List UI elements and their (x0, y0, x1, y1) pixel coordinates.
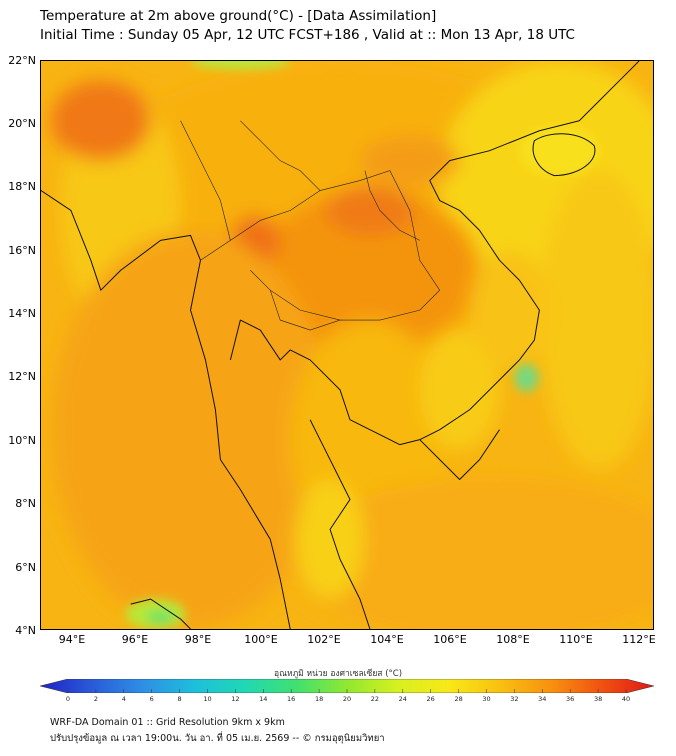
lon-label: 100°E (244, 633, 278, 646)
coastlines (41, 61, 640, 629)
colorbar-tick-label: 14 (259, 695, 268, 703)
colorbar-tick-label: 10 (203, 695, 212, 703)
lat-label: 20°N (8, 117, 36, 130)
map-panel[interactable] (40, 60, 654, 630)
colorbar-tick-label: 36 (566, 695, 575, 703)
chart-title: Temperature at 2m above ground(°C) - [Da… (40, 8, 437, 24)
lat-label: 16°N (8, 244, 36, 257)
colorbar-tick-label: 16 (287, 695, 296, 703)
lat-label: 6°N (15, 561, 36, 574)
borders (180, 120, 441, 331)
colorbar-tick-label: 20 (342, 695, 352, 703)
lon-label: 94°E (58, 633, 86, 646)
chart-subtitle: Initial Time : Sunday 05 Apr, 12 UTC FCS… (40, 27, 575, 43)
temperature-map (41, 61, 653, 629)
colorbar-tick-label: 6 (149, 695, 154, 703)
cool-spots (125, 61, 600, 629)
colorbar-bar (40, 679, 654, 693)
temperature-field (50, 61, 653, 629)
colorbar-tick-label: 18 (314, 695, 324, 703)
colorbar-tick-label: 32 (510, 695, 519, 703)
colorbar-tick-label: 34 (538, 695, 547, 703)
lon-label: 106°E (433, 633, 467, 646)
colorbar (40, 679, 654, 693)
footer-update-info: ปรับปรุงข้อมูล ณ เวลา 19:00น. วัน อา. ที… (50, 733, 385, 744)
lat-label: 4°N (15, 624, 36, 637)
lat-label: 10°N (8, 434, 36, 447)
colorbar-tick-label: 8 (177, 695, 182, 703)
lat-label: 12°N (8, 370, 36, 383)
lon-label: 112°E (622, 633, 656, 646)
lat-label: 22°N (8, 54, 36, 67)
lat-label: 8°N (15, 497, 36, 510)
lon-label: 96°E (121, 633, 149, 646)
lat-label: 14°N (8, 307, 36, 320)
colorbar-tick-label: 2 (93, 695, 98, 703)
colorbar-tick-label: 30 (482, 695, 491, 703)
lon-label: 108°E (496, 633, 530, 646)
colorbar-tick-label: 26 (426, 695, 435, 703)
colorbar-tick-label: 28 (454, 695, 463, 703)
colorbar-tick-label: 4 (121, 695, 126, 703)
colorbar-tick-label: 24 (398, 695, 407, 703)
colorbar-tick-label: 22 (370, 695, 380, 703)
colorbar-tick-label: 0 (65, 695, 71, 703)
colorbar-tick-label: 12 (231, 695, 240, 703)
colorbar-title: อุณหภูมิ หน่วย องศาเซลเซียส (°C) (273, 669, 403, 679)
lon-label: 102°E (307, 633, 341, 646)
lat-label: 18°N (8, 180, 36, 193)
lon-label: 110°E (559, 633, 593, 646)
lon-label: 104°E (370, 633, 404, 646)
lon-label: 98°E (184, 633, 212, 646)
colorbar-tick-label: 40 (621, 695, 631, 703)
footer-domain-info: WRF-DA Domain 01 :: Grid Resolution 9km … (50, 717, 285, 728)
colorbar-tick-label: 38 (593, 695, 603, 703)
